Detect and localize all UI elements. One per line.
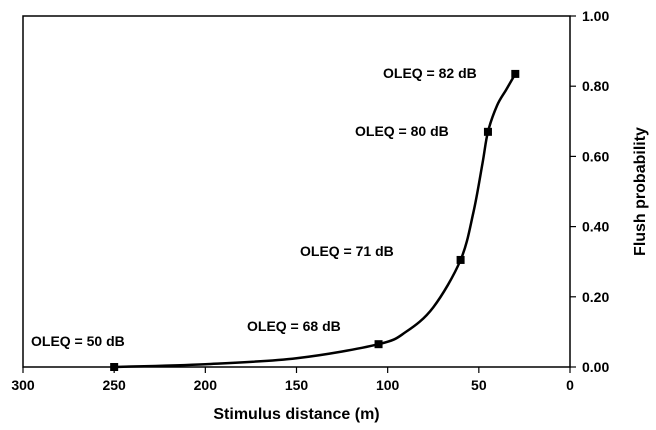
y-axis: 0.00 0.20 0.40 0.60 0.80 1.00 [570, 8, 609, 375]
plot-frame [22, 15, 571, 368]
y-tick-label: 0.00 [582, 359, 609, 375]
x-tick-label: 150 [285, 377, 309, 393]
y-tick-label: 1.00 [582, 8, 609, 24]
y-tick-label: 0.20 [582, 289, 609, 305]
data-point [483, 127, 492, 136]
point-label: OLEQ = 82 dB [383, 65, 477, 81]
y-tick-label: 0.60 [582, 148, 609, 164]
series-flush-probability [110, 69, 520, 371]
series-line [114, 73, 517, 369]
plot-area [22, 15, 571, 368]
x-tick-label: 0 [566, 377, 574, 393]
point-label: OLEQ = 71 dB [300, 243, 394, 259]
point-label: OLEQ = 50 dB [31, 333, 125, 349]
y-tick-label: 0.80 [582, 78, 609, 94]
point-label: OLEQ = 68 dB [247, 318, 341, 334]
point-label: OLEQ = 80 dB [355, 123, 449, 139]
x-axis: 300 250 200 150 100 50 0 [11, 367, 574, 393]
data-point [374, 340, 383, 349]
y-tick-label: 0.40 [582, 219, 609, 235]
data-point [456, 255, 465, 264]
data-point [511, 69, 520, 78]
x-tick-label: 250 [102, 377, 126, 393]
x-tick-label: 50 [471, 377, 487, 393]
y-axis-title: Flush probability [632, 127, 649, 256]
annotations: OLEQ = 50 dB OLEQ = 68 dB OLEQ = 71 dB OLEQ… [31, 65, 477, 349]
x-axis-title: Stimulus distance (m) [213, 406, 379, 423]
data-point [110, 363, 119, 371]
x-tick-label: 200 [194, 377, 218, 393]
x-tick-label: 300 [11, 377, 35, 393]
x-tick-label: 100 [376, 377, 400, 393]
